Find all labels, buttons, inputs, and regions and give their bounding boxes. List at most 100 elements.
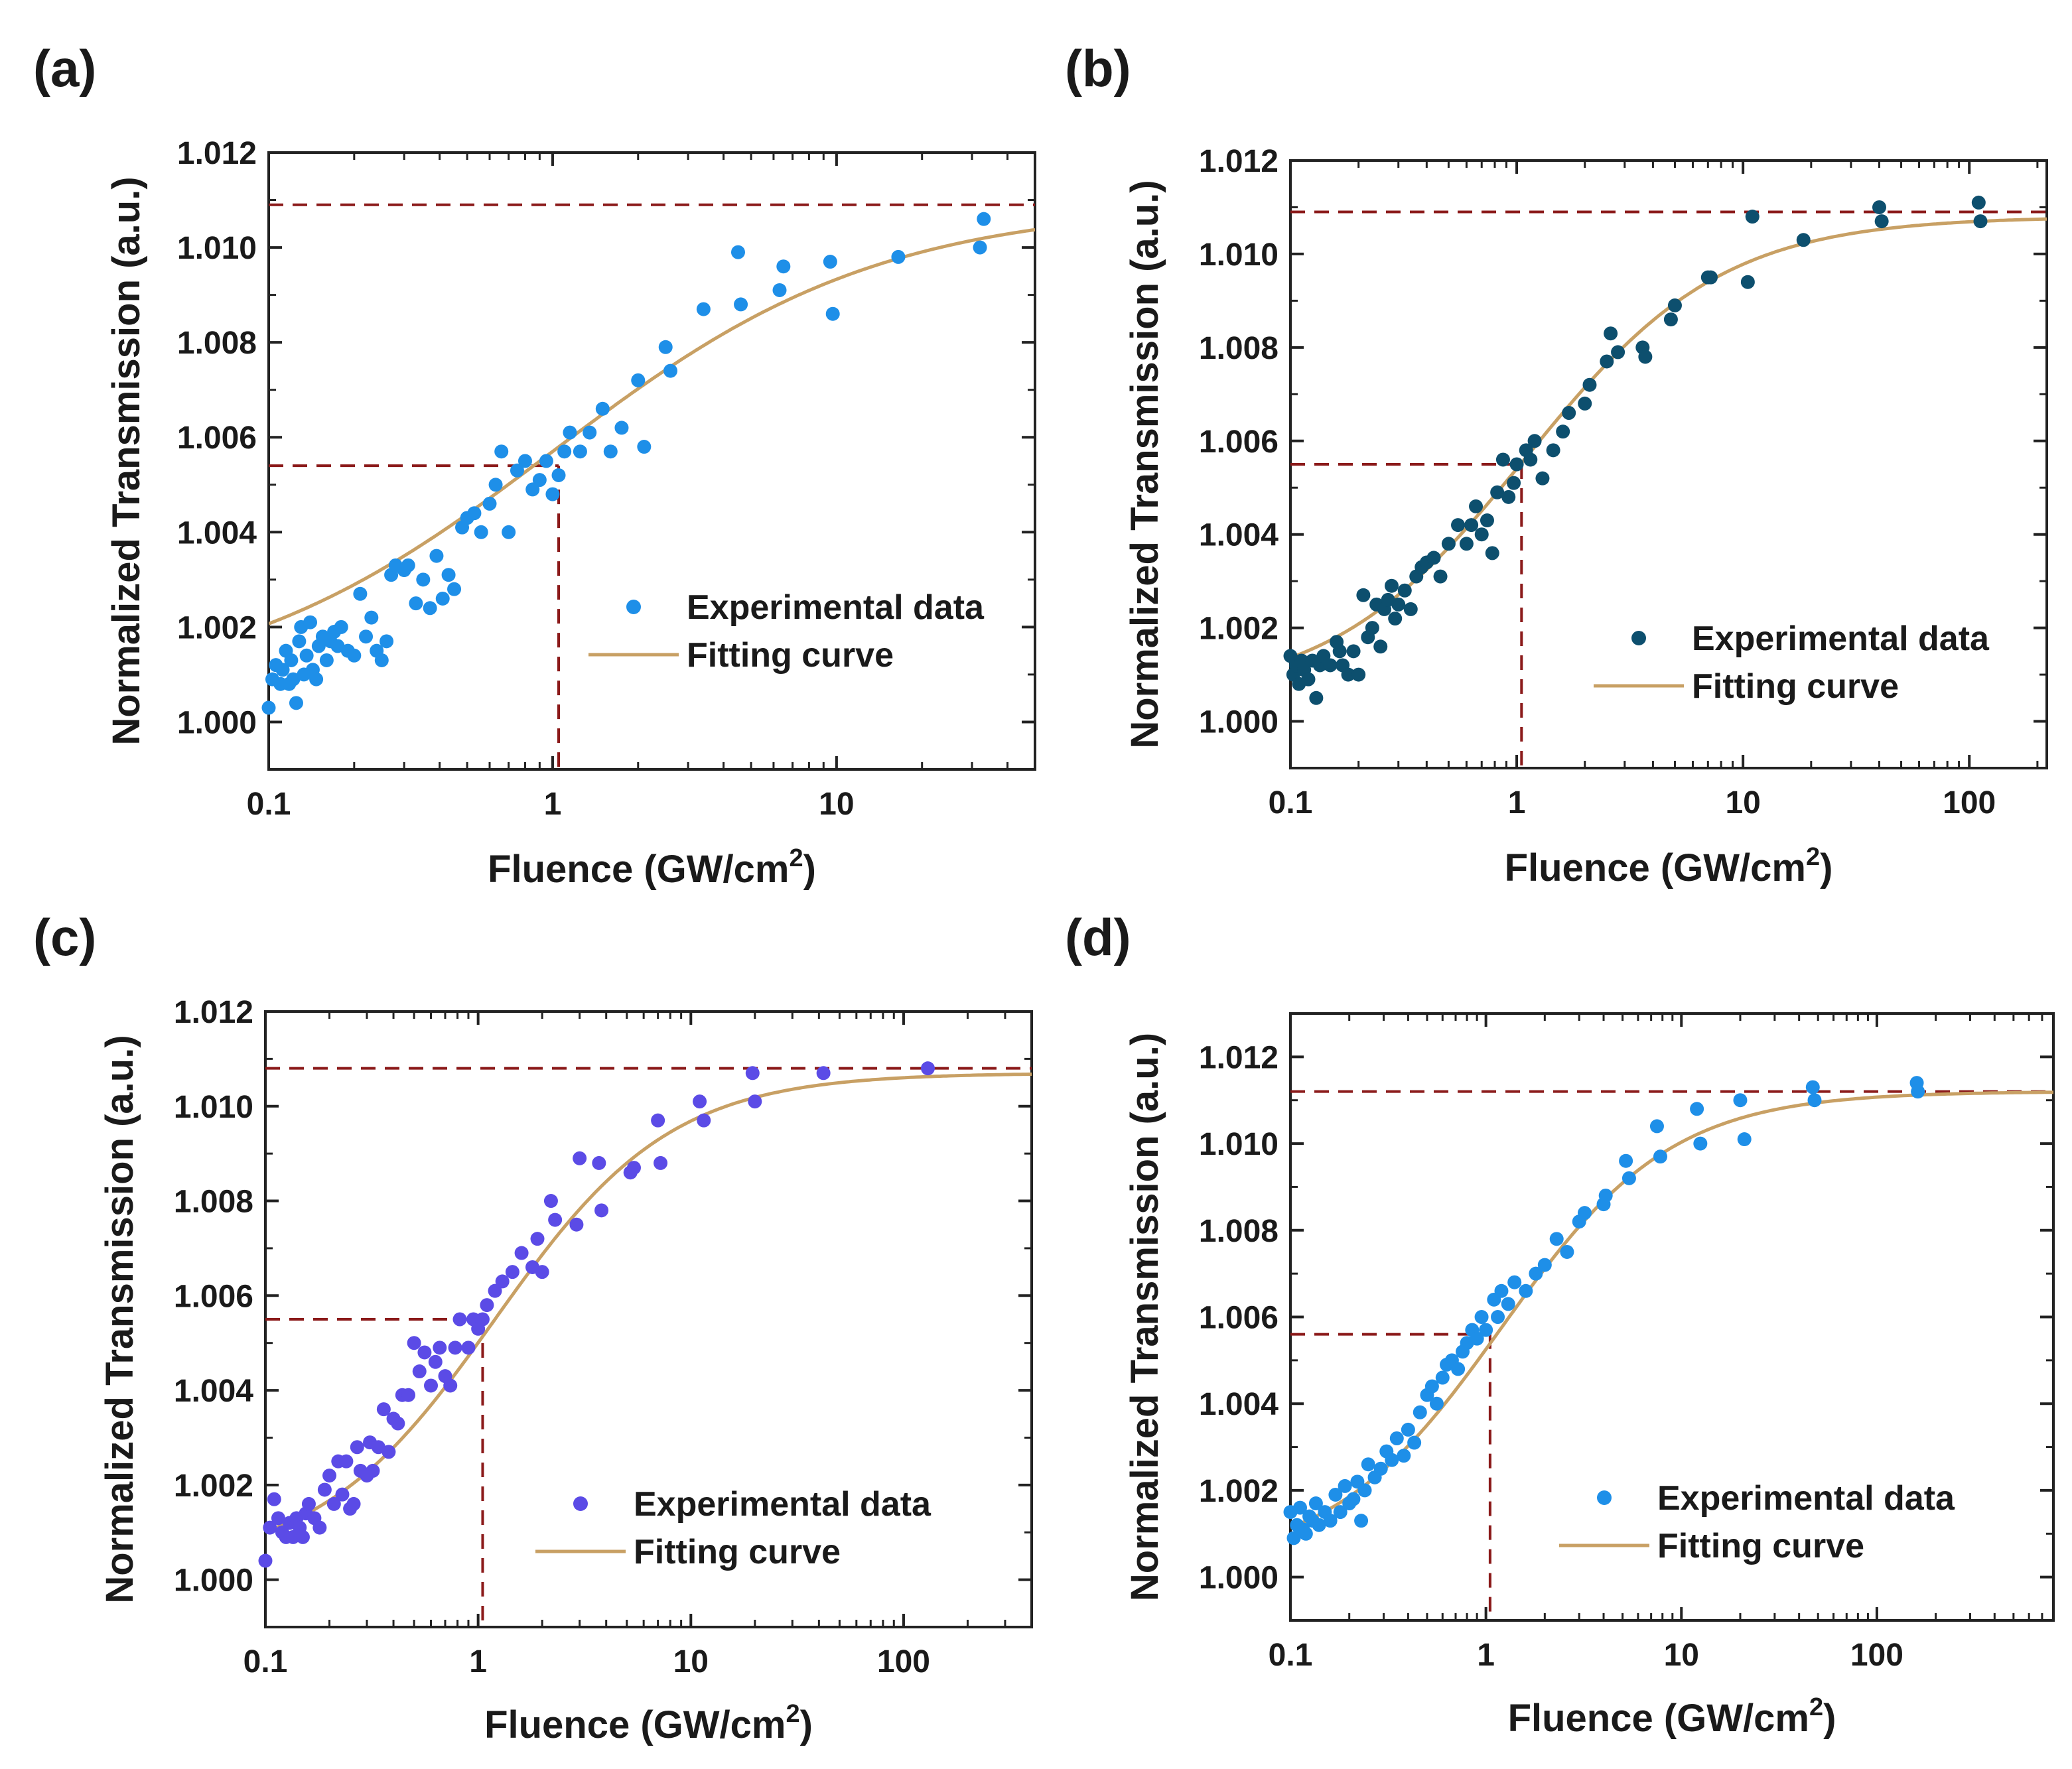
panel-d-data-point [1690,1102,1704,1116]
panel-b-data-point [1301,672,1316,687]
panel-a-legend-marker [626,600,641,614]
panel-b-data-point [1385,578,1399,593]
panel-b-data-point [1469,499,1484,513]
panel-b-data-point [1356,588,1371,602]
panel-c-data-point [543,1194,558,1209]
panel-d-data-point [1474,1310,1489,1324]
panel-c-data-point [376,1402,391,1417]
panel-b-data-point [1973,214,1988,229]
panel-d-data-point [1507,1275,1522,1289]
panel-a-data-point [284,653,299,667]
panel-b-data-point [1600,354,1614,369]
panel-c-data-point [505,1265,519,1279]
panel-a-data-point [696,302,711,316]
panel-d-ylabel: Normalized Transmission (a.u.) [1123,1033,1166,1601]
panel-d-data-point [1470,1331,1484,1346]
panel-a-data-point [474,525,488,539]
panel-c-data-point [350,1440,364,1455]
panel-a-data-point [334,620,348,634]
panel-b-data-point [1381,592,1395,607]
panel-b-ytick-label: 1.008 [1199,331,1278,366]
panel-a: (a) 1.000 1.002 1.004 1.006 1.008 1.010 1.012 0.… [33,39,1036,891]
panel-b-ytick-label: 1.012 [1199,144,1278,179]
panel-a-data-point [631,373,646,387]
panel-c-data-point [339,1454,354,1469]
panel-c-data-point [401,1388,416,1402]
panel-a-data-point [289,696,303,710]
panel-a-data-point [416,572,431,587]
panel-d-data-point [1323,1514,1338,1528]
panel-d-legend-data-label: Experimental data [1657,1479,1955,1518]
panel-a-data-point [663,363,678,378]
panel-a-data-point [261,700,276,715]
panel-d-data-point [1653,1149,1667,1164]
panel-b-ytick-label: 1.000 [1199,705,1278,740]
panel-d-data-point [1622,1171,1636,1185]
panel-c-data-point [592,1155,606,1170]
panel-c: (c) 1.000 1.002 1.004 1.006 1.008 1.010 1.012 0.… [33,908,1033,1746]
panel-d-data-point [1537,1258,1552,1272]
panel-b-data-point [1582,377,1597,392]
panel-c-data-point [335,1487,350,1502]
panel-c-data-point [267,1492,281,1506]
panel-a-data-point [467,506,482,521]
panel-d-data-point [1328,1487,1343,1502]
panel-d-data-point [1733,1093,1748,1108]
panel-c-data-point [573,1151,587,1165]
panel-d-legend-fit-label: Fitting curve [1657,1527,1864,1565]
panel-c-fitting-curve [265,1073,1032,1534]
panel-a-data-point [545,487,560,501]
panel-b-xlabel: Fluence (GW/cm2) [1505,843,1833,889]
panel-d-data-point [1519,1283,1533,1298]
panel-a-xtick-label: 1 [544,787,562,822]
panel-c-data-point [301,1496,316,1511]
panel-a-data-point [977,212,991,226]
panel-d-data-point [1693,1136,1708,1151]
panel-a-data-point [429,549,444,563]
panel-b-xtick-label: 10 [1725,785,1760,820]
panel-a-ylabel: Normalized Transmission (a.u.) [105,176,148,745]
panel-a-data-point [435,591,450,606]
panel-b-data-point [1501,490,1516,504]
panel-c-data-point [816,1066,831,1081]
panel-d-data-point [1598,1189,1613,1203]
panel-a-data-point [359,629,374,644]
panel-a-data-point [525,482,540,497]
panel-a-data-point [401,558,415,572]
panel-b-plot-frame [1289,159,2048,769]
panel-a-data-point [539,454,553,468]
panel-a-data-point [447,582,462,596]
panel-c-ytick-label: 1.012 [174,995,253,1030]
panel-d-data-point [1479,1323,1493,1337]
panel-a-data-point [557,444,572,459]
panel-c-data-point [407,1336,421,1350]
panel-b-data-point [1535,471,1550,486]
panel-b-legend-fit-label: Fitting curve [1692,667,1899,706]
panel-d-data-point [1494,1283,1509,1298]
panel-b-data-point [1562,405,1576,420]
panel-c-data-point [443,1378,458,1393]
panel-d-data-point [1308,1496,1323,1511]
panel-a-ytick-label: 1.002 [177,610,257,645]
panel-d-xlabel-close: ) [1823,1697,1836,1740]
panel-d-data-point [1807,1093,1822,1108]
panel-b-data-point [1874,214,1889,229]
panel-a-data-point [583,425,597,440]
panel-a-data-point [488,478,503,492]
panel-c-data-point [480,1298,494,1313]
panel-b-data-point [1667,298,1682,312]
panel-d-xlabel-sup: 2 [1809,1693,1823,1721]
panel-d-data-point [1373,1461,1388,1476]
panel-c-data-point [475,1312,490,1327]
panel-b-label: (b) [1065,39,1131,98]
panel-c-data-point [488,1283,502,1298]
panel-b-data-point [1611,345,1625,360]
panel-d-label: (d) [1065,908,1131,966]
panel-a-data-point [494,444,509,459]
panel-c-data-point [548,1212,563,1227]
panel-b-data-point [1638,350,1653,364]
panel-d-data-point [1577,1206,1592,1220]
panel-c-ytick-label: 1.002 [174,1469,253,1504]
panel-b-data-point [1351,667,1366,682]
panel-c-xtick-label: 0.1 [243,1644,288,1679]
